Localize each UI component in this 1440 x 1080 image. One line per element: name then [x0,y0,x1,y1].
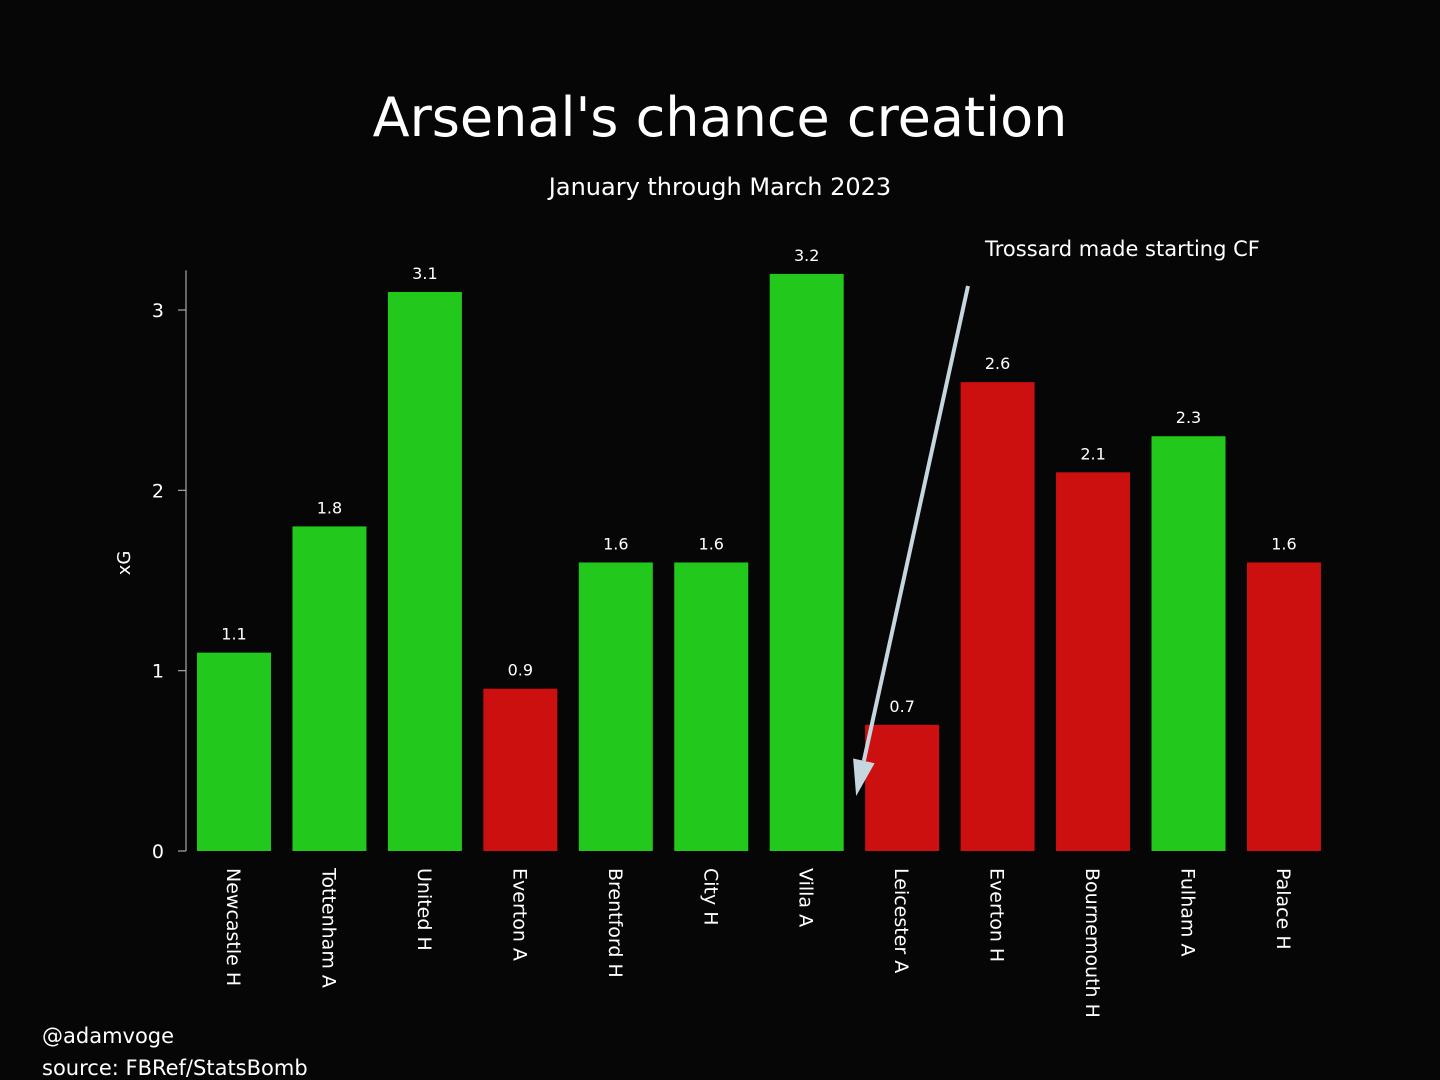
category-label: Leicester A [890,868,912,973]
chart-title: Arsenal's chance creation [373,86,1068,149]
y-tick-label: 1 [152,661,164,683]
bar-value-label: 1.6 [1271,534,1296,553]
bar-value-label: 0.7 [889,697,914,716]
y-tick-label: 3 [152,300,164,322]
category-label: Bournemouth H [1081,868,1103,1018]
bar-value-label: 3.2 [794,246,819,265]
category-label: Palace H [1272,868,1294,950]
category-label: Villa A [795,868,817,927]
bar-value-labels: 1.1 1.8 3.1 0.9 1.6 1.6 3.2 0.7 2.6 2.1 2.3 1.6 [221,246,1296,716]
bar-value-label: 2.3 [1176,408,1201,427]
category-label: Everton A [508,868,530,961]
category-label: Fulham A [1177,868,1199,956]
bar-value-label: 2.1 [1080,444,1105,463]
bar [769,273,844,851]
category-label: Everton H [986,868,1008,962]
bar [292,526,367,851]
bar-value-label: 3.1 [412,264,437,283]
y-axis-label: xG [114,551,135,576]
bar-value-label: 1.6 [699,534,724,553]
footer-credit: @adamvoge [42,1024,174,1048]
annotation-arrow-head [853,758,875,796]
category-label: Newcastle H [222,868,244,986]
footer-source: source: FBRef/StatsBomb [42,1056,308,1080]
y-tick-label: 0 [152,841,164,863]
bar [578,562,653,851]
category-labels: Newcastle H Tottenham A United H Everton A B… [222,867,1294,1018]
bar [387,291,462,851]
bar [1151,436,1226,851]
chart-subtitle: January through March 2023 [547,173,891,201]
bar [483,688,558,851]
bar [1246,562,1321,851]
bar-value-label: 1.1 [221,625,246,644]
category-label: United H [413,868,435,951]
annotation-arrow-shaft [861,285,970,762]
category-label: Brentford H [604,868,626,978]
category-label: City H [699,868,721,926]
bar [960,382,1035,851]
y-tick-label: 2 [152,480,164,502]
bar [1056,472,1131,851]
bars [197,273,1321,851]
bar [197,652,271,851]
bar [674,562,749,851]
bar-value-label: 1.8 [317,498,342,517]
axes: 0 1 2 3 [152,270,187,863]
category-label: Tottenham A [317,867,339,988]
bar-value-label: 0.9 [508,661,533,680]
annotation: Trossard made starting CF [853,237,1260,796]
bar [865,724,940,851]
bar-value-label: 2.6 [985,354,1010,373]
bar-value-label: 1.6 [603,534,628,553]
annotation-text: Trossard made starting CF [984,237,1260,261]
